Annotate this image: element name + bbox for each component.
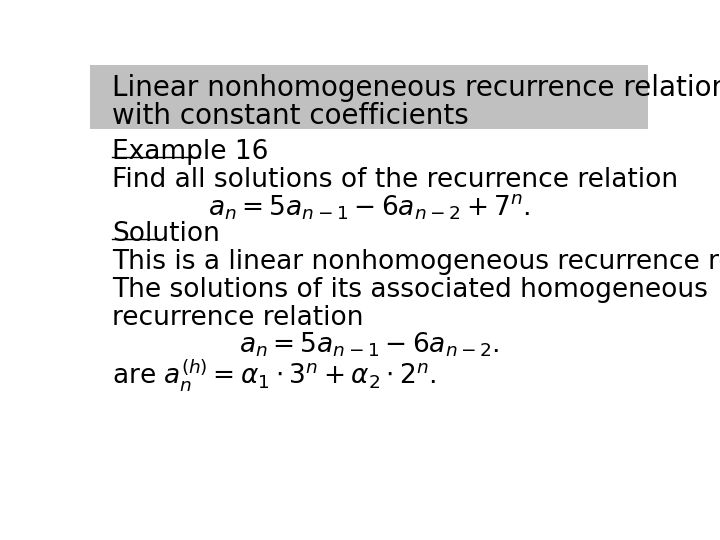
- Text: $a_n = 5a_{n-1} - 6a_{n-2} + 7^n.$: $a_n = 5a_{n-1} - 6a_{n-2} + 7^n.$: [208, 192, 530, 222]
- Text: with constant coefficients: with constant coefficients: [112, 103, 469, 130]
- Text: $a_n = 5a_{n-1} - 6a_{n-2}.$: $a_n = 5a_{n-1} - 6a_{n-2}.$: [239, 331, 499, 359]
- Text: Solution: Solution: [112, 221, 220, 247]
- Text: recurrence relation: recurrence relation: [112, 305, 364, 330]
- Text: are $a_n^{(h)} = \alpha_1 \cdot 3^n + \alpha_2 \cdot 2^n.$: are $a_n^{(h)} = \alpha_1 \cdot 3^n + \a…: [112, 356, 436, 393]
- Text: The solutions of its associated homogeneous: The solutions of its associated homogene…: [112, 277, 708, 303]
- Text: Linear nonhomogeneous recurrence relations: Linear nonhomogeneous recurrence relatio…: [112, 74, 720, 102]
- Text: This is a linear nonhomogeneous recurrence relation.: This is a linear nonhomogeneous recurren…: [112, 249, 720, 275]
- FancyBboxPatch shape: [90, 65, 648, 129]
- Text: Find all solutions of the recurrence relation: Find all solutions of the recurrence rel…: [112, 167, 678, 193]
- Text: Example 16: Example 16: [112, 139, 269, 165]
